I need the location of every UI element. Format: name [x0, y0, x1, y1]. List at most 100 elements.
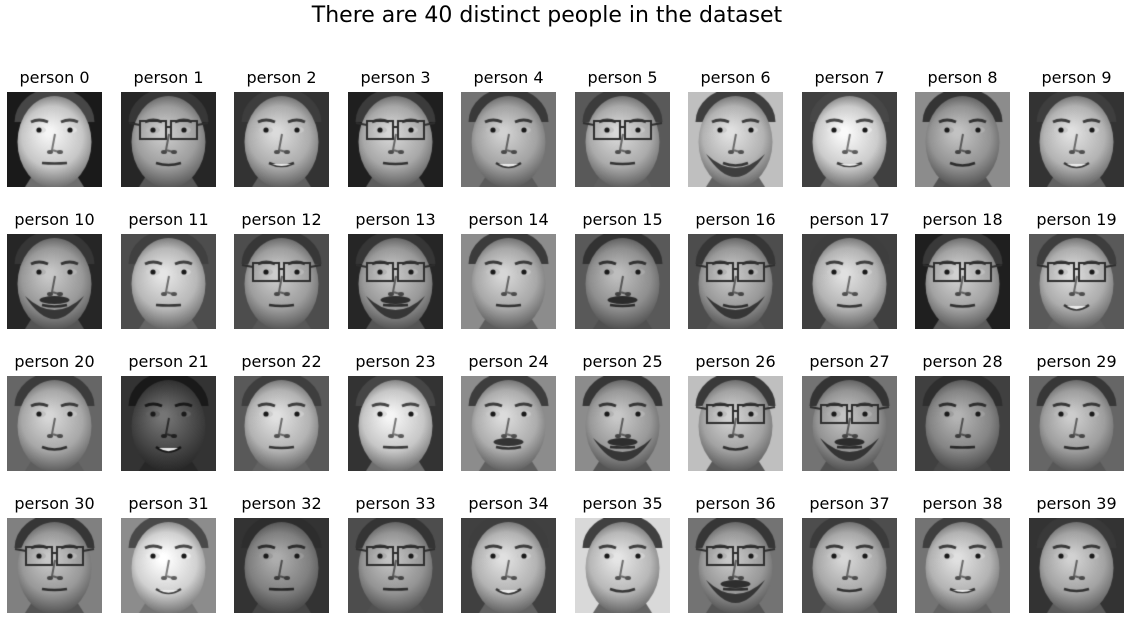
person-label: person 30	[14, 494, 95, 513]
person-label: person 27	[809, 352, 890, 371]
face-image	[348, 376, 443, 471]
person-cell: person 27	[802, 352, 897, 472]
person-label: person 28	[922, 352, 1003, 371]
face-image	[121, 92, 216, 187]
face-image	[802, 518, 897, 613]
person-cell: person 15	[575, 210, 670, 330]
face-image	[1029, 376, 1124, 471]
face-image	[7, 92, 102, 187]
person-label: person 25	[582, 352, 663, 371]
person-label: person 1	[133, 68, 204, 87]
person-cell: person 2	[234, 68, 329, 188]
face-image	[1029, 92, 1124, 187]
person-cell: person 0	[7, 68, 102, 188]
face-image	[7, 234, 102, 329]
face-image	[461, 92, 556, 187]
face-image	[802, 376, 897, 471]
face-image	[121, 234, 216, 329]
person-label: person 38	[922, 494, 1003, 513]
face-image	[348, 234, 443, 329]
face-image	[688, 234, 783, 329]
person-label: person 20	[14, 352, 95, 371]
person-cell: person 17	[802, 210, 897, 330]
person-label: person 7	[814, 68, 885, 87]
person-label: person 17	[809, 210, 890, 229]
person-cell: person 21	[121, 352, 216, 472]
face-image	[121, 376, 216, 471]
face-image	[915, 376, 1010, 471]
person-cell: person 23	[348, 352, 443, 472]
person-label: person 22	[241, 352, 322, 371]
face-image	[802, 234, 897, 329]
face-image	[234, 234, 329, 329]
person-label: person 39	[1036, 494, 1117, 513]
person-cell: person 19	[1029, 210, 1124, 330]
person-cell: person 31	[121, 494, 216, 614]
face-image	[688, 518, 783, 613]
person-label: person 6	[700, 68, 771, 87]
person-cell: person 24	[461, 352, 556, 472]
person-cell: person 10	[7, 210, 102, 330]
person-cell: person 14	[461, 210, 556, 330]
face-image	[1029, 234, 1124, 329]
person-cell: person 28	[915, 352, 1010, 472]
person-cell: person 9	[1029, 68, 1124, 188]
person-cell: person 26	[688, 352, 783, 472]
face-image	[575, 376, 670, 471]
person-cell: person 22	[234, 352, 329, 472]
person-label: person 37	[809, 494, 890, 513]
person-label: person 11	[128, 210, 209, 229]
face-image	[915, 234, 1010, 329]
person-cell: person 35	[575, 494, 670, 614]
face-image	[7, 376, 102, 471]
face-image	[348, 92, 443, 187]
person-cell: person 12	[234, 210, 329, 330]
face-image	[461, 376, 556, 471]
person-cell: person 7	[802, 68, 897, 188]
person-cell: person 38	[915, 494, 1010, 614]
person-cell: person 37	[802, 494, 897, 614]
person-label: person 26	[695, 352, 776, 371]
person-label: person 8	[927, 68, 998, 87]
person-cell: person 4	[461, 68, 556, 188]
person-cell: person 3	[348, 68, 443, 188]
person-label: person 24	[468, 352, 549, 371]
person-label: person 21	[128, 352, 209, 371]
person-cell: person 39	[1029, 494, 1124, 614]
face-image	[234, 518, 329, 613]
face-image	[802, 92, 897, 187]
person-label: person 5	[587, 68, 658, 87]
face-image	[688, 376, 783, 471]
person-cell: person 16	[688, 210, 783, 330]
face-image	[688, 92, 783, 187]
figure-title: There are 40 distinct people in the data…	[311, 3, 783, 28]
person-label: person 29	[1036, 352, 1117, 371]
person-label: person 35	[582, 494, 663, 513]
face-image	[461, 234, 556, 329]
face-image	[575, 518, 670, 613]
person-cell: person 6	[688, 68, 783, 188]
person-label: person 33	[355, 494, 436, 513]
person-label: person 14	[468, 210, 549, 229]
person-label: person 32	[241, 494, 322, 513]
person-cell: person 29	[1029, 352, 1124, 472]
face-image	[7, 518, 102, 613]
face-image	[575, 234, 670, 329]
person-label: person 9	[1041, 68, 1112, 87]
person-cell: person 1	[121, 68, 216, 188]
person-label: person 10	[14, 210, 95, 229]
face-image	[1029, 518, 1124, 613]
face-image	[915, 92, 1010, 187]
face-image	[121, 518, 216, 613]
person-label: person 15	[582, 210, 663, 229]
face-image	[234, 376, 329, 471]
person-label: person 12	[241, 210, 322, 229]
face-image	[348, 518, 443, 613]
person-label: person 31	[128, 494, 209, 513]
person-label: person 23	[355, 352, 436, 371]
face-image	[915, 518, 1010, 613]
person-label: person 0	[19, 68, 90, 87]
person-label: person 36	[695, 494, 776, 513]
person-cell: person 13	[348, 210, 443, 330]
